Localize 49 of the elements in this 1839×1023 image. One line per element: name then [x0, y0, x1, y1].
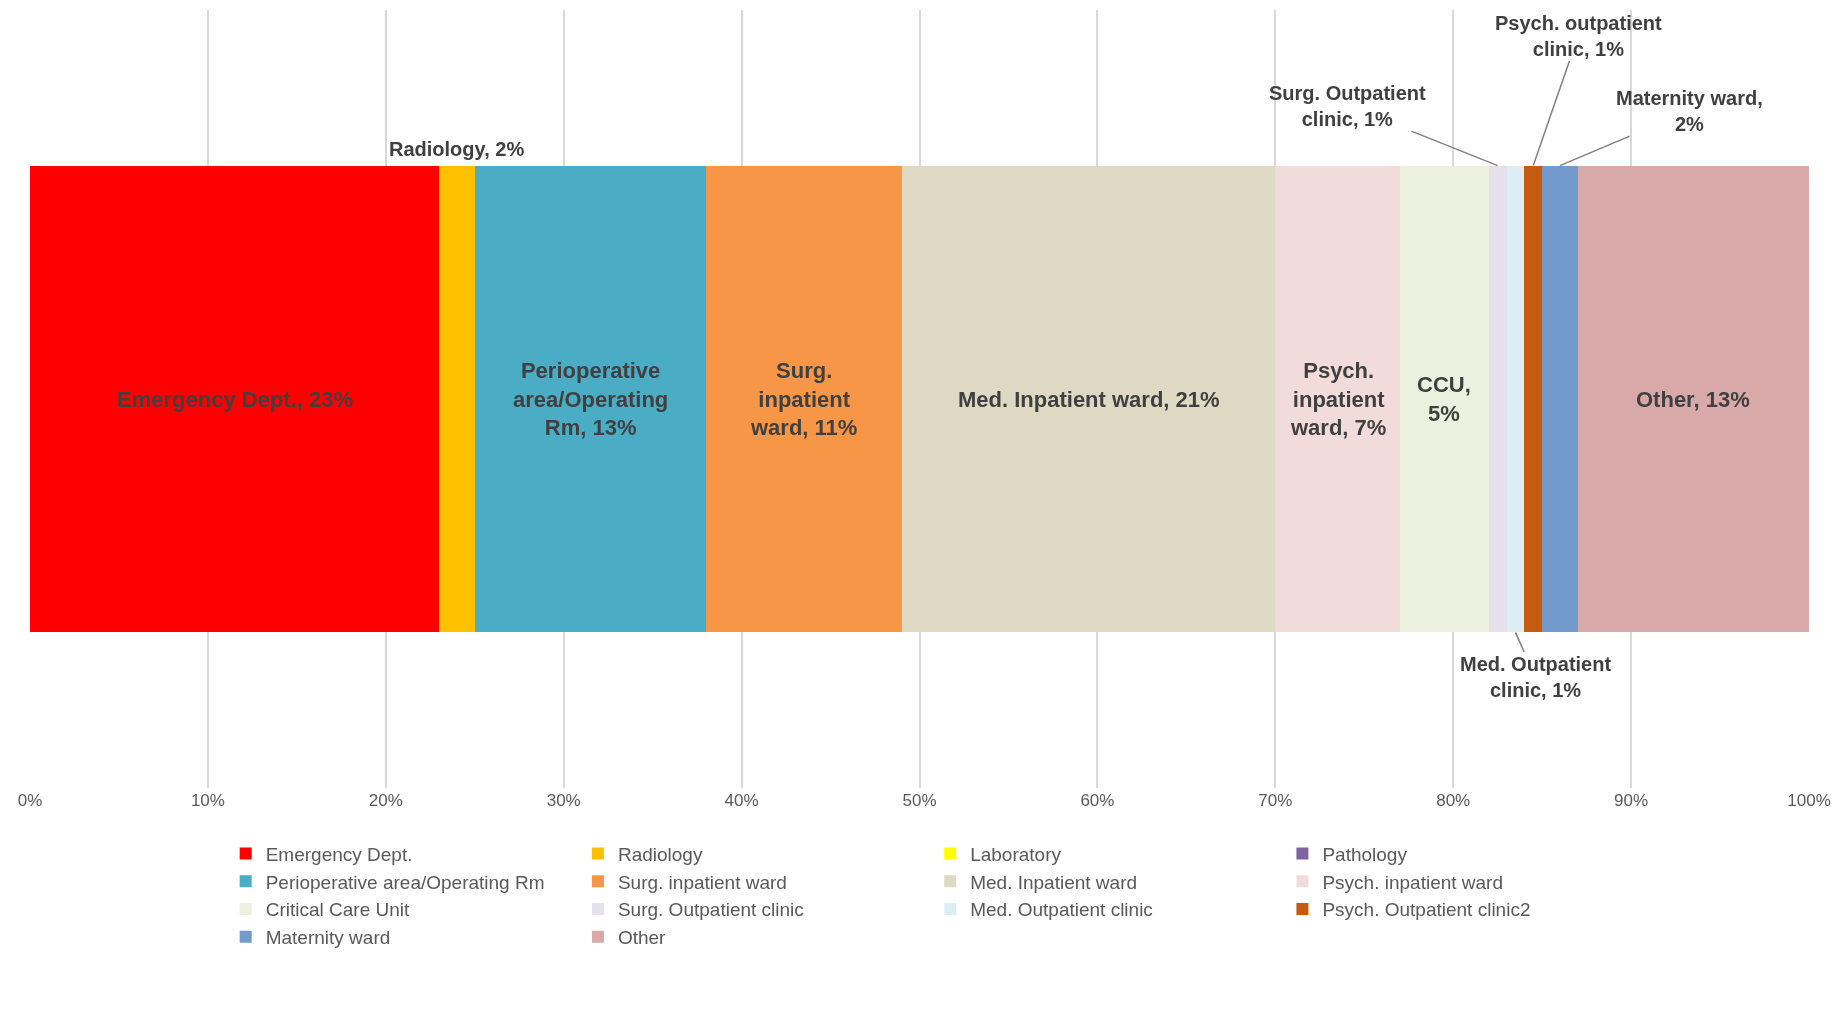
x-tick-label: 80%	[1436, 791, 1471, 810]
legend-label: Maternity ward	[265, 927, 391, 949]
bar	[706, 165, 902, 633]
bar	[1577, 165, 1809, 633]
x-tick-label: 30%	[546, 791, 581, 810]
data-label: Surg. Outpatient clinic, 1%	[1269, 82, 1426, 130]
bar	[1275, 165, 1400, 633]
data-label: Surg. inpatient ward, 11%	[750, 358, 858, 441]
legend-label: Radiology	[617, 843, 703, 865]
x-tick-label: 40%	[724, 791, 759, 810]
data-label: CCU, 5%	[1417, 372, 1471, 426]
x-tick-label: 20%	[368, 791, 403, 810]
x-tick-label: 0%	[17, 791, 43, 810]
legend-label: Perioperative area/Operating Rm	[265, 871, 545, 893]
bar	[1488, 165, 1507, 633]
bar	[901, 165, 1276, 633]
legend-label: Psych. Outpatient clinic2	[1322, 899, 1531, 921]
legend-label: Critical Care Unit	[265, 899, 410, 921]
x-tick-label: 10%	[190, 791, 225, 810]
x-tick-label: 70%	[1258, 791, 1293, 810]
x-tick-label: 60%	[1080, 791, 1115, 810]
data-label: Med. Inpatient ward, 21%	[958, 387, 1220, 412]
bar	[1524, 165, 1543, 633]
bar	[1506, 165, 1525, 633]
data-label: Med. Outpatient clinic, 1%	[1460, 653, 1612, 701]
legend-label: Med. Inpatient ward	[970, 871, 1138, 893]
legend-label: Med. Outpatient clinic	[970, 899, 1153, 921]
legend-label: Surg. inpatient ward	[617, 871, 787, 893]
data-label: Psych. inpatient ward, 7%	[1290, 358, 1387, 441]
data-label: Psych. outpatient clinic, 1%	[1495, 12, 1663, 60]
x-tick-label: 100%	[1787, 791, 1831, 810]
data-label: Maternity ward, 2%	[1616, 87, 1763, 135]
legend-label: Laboratory	[970, 843, 1062, 865]
x-tick-label: 90%	[1614, 791, 1649, 810]
legend-label: Emergency Dept.	[265, 843, 413, 865]
legend-label: Surg. Outpatient clinic	[617, 899, 804, 921]
bar	[439, 165, 475, 633]
legend-label: Pathology	[1322, 843, 1408, 865]
data-label: Emergency Dept., 23%	[117, 387, 353, 412]
legend-label: Psych. inpatient ward	[1322, 871, 1504, 893]
bar	[474, 165, 707, 633]
data-label: Radiology, 2%	[389, 138, 525, 160]
data-label: Other, 13%	[1636, 387, 1750, 412]
bar	[1542, 165, 1578, 633]
data-label: Perioperative area/Operating Rm, 13%	[513, 358, 669, 441]
legend-label: Other	[617, 927, 667, 949]
bar	[30, 165, 440, 633]
bar	[1399, 165, 1489, 633]
x-tick-label: 50%	[902, 791, 937, 810]
